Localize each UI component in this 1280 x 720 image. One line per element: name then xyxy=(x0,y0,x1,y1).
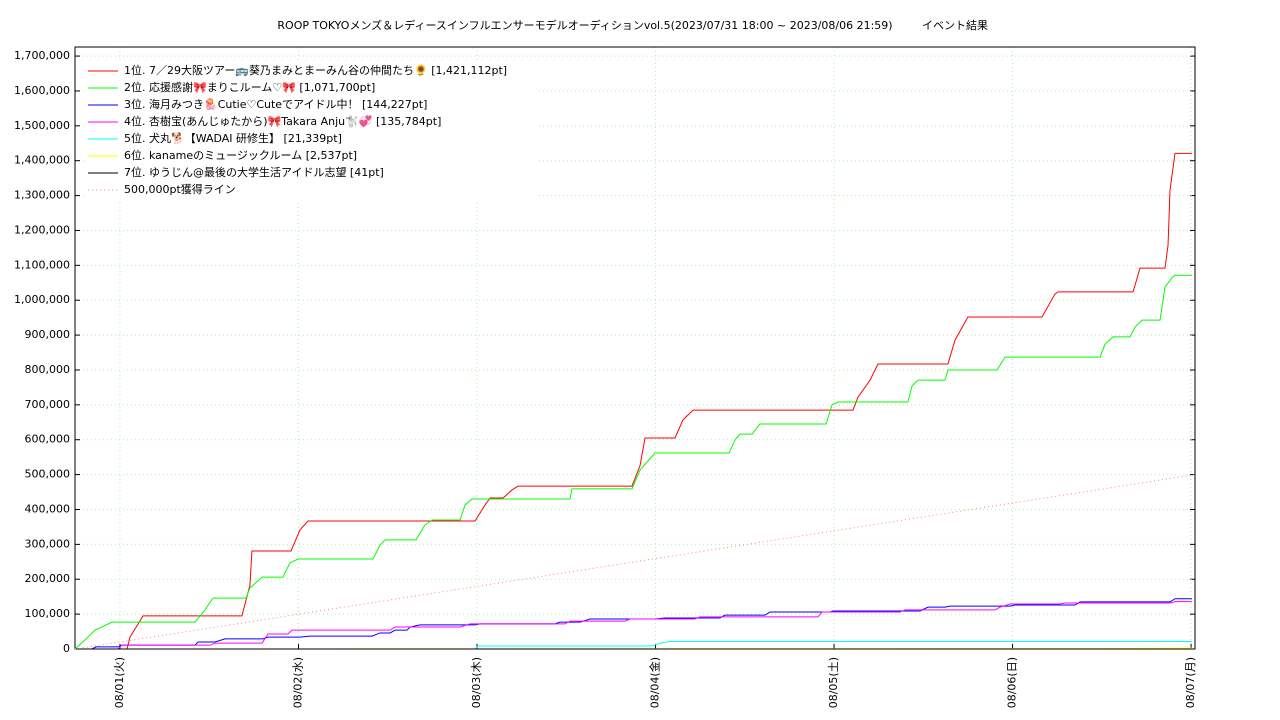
y-tick-label: 600,000 xyxy=(25,433,71,446)
y-tick-label: 1,400,000 xyxy=(14,154,70,167)
y-tick-label: 0 xyxy=(63,642,70,655)
y-tick-label: 300,000 xyxy=(25,537,71,550)
y-tick-label: 1,500,000 xyxy=(14,119,70,132)
legend-box xyxy=(84,62,536,202)
series-line xyxy=(75,152,1192,650)
legend: 1位. 7／29大阪ツアー🚌葵乃まみとまーみん谷の仲間たち🌻 [1,421,11… xyxy=(84,62,536,202)
legend-label: 5位. 犬丸🐕【WADAI 研修生】 [21,339pt] xyxy=(124,131,342,145)
legend-label: 3位. 海月みつき🪼Cutie♡Cuteでアイドル中！ [144,227pt] xyxy=(124,97,427,111)
legend-label: 7位. ゆうじん@最後の大学生活アイドル志望 [41pt] xyxy=(124,165,384,179)
series-line xyxy=(74,474,1196,650)
y-tick-label: 400,000 xyxy=(25,502,71,515)
legend-label: 500,000pt獲得ライン xyxy=(124,183,236,196)
legend-label: 2位. 応援感謝🎀まりこルーム♡🎀 [1,071,700pt] xyxy=(124,80,375,94)
y-tick-label: 1,300,000 xyxy=(14,189,70,202)
y-tick-label: 1,600,000 xyxy=(14,84,70,97)
y-tick-label: 800,000 xyxy=(25,363,71,376)
x-tick-label: 08/07(月) xyxy=(1184,657,1197,708)
y-tick-label: 1,700,000 xyxy=(14,49,70,62)
y-tick-label: 1,200,000 xyxy=(14,223,70,236)
x-tick-label: 08/03(木) xyxy=(470,657,483,708)
chart-subtitle: イベント結果 xyxy=(922,18,988,32)
series-line xyxy=(74,274,1192,650)
x-tick-label: 08/05(土) xyxy=(827,657,840,708)
legend-label: 1位. 7／29大阪ツアー🚌葵乃まみとまーみん谷の仲間たち🌻 [1,421,11… xyxy=(124,63,507,77)
y-tick-label: 100,000 xyxy=(25,607,71,620)
y-tick-label: 200,000 xyxy=(25,572,71,585)
x-tick-label: 08/02(水) xyxy=(292,657,305,708)
y-tick-label: 500,000 xyxy=(25,468,71,481)
chart-title: ROOP TOKYOメンズ＆レディースインフルエンサーモデルオーディションvol… xyxy=(277,18,892,32)
x-tick-label: 08/04(金) xyxy=(648,657,662,708)
y-tick-label: 900,000 xyxy=(25,328,71,341)
y-tick-label: 1,100,000 xyxy=(14,258,70,271)
legend-label: 4位. 杏樹宝(あんじゅたから)🎀Takara Anju🐩💞 [135,784p… xyxy=(124,114,441,128)
x-tick-label: 08/01(火) xyxy=(113,657,126,708)
y-tick-label: 1,000,000 xyxy=(14,293,70,306)
x-tick-label: 08/06(日) xyxy=(1006,657,1019,708)
series-line xyxy=(75,601,1192,650)
legend-label: 6位. kanameのミュージックルーム [2,537pt] xyxy=(124,148,357,162)
y-tick-label: 700,000 xyxy=(25,398,71,411)
